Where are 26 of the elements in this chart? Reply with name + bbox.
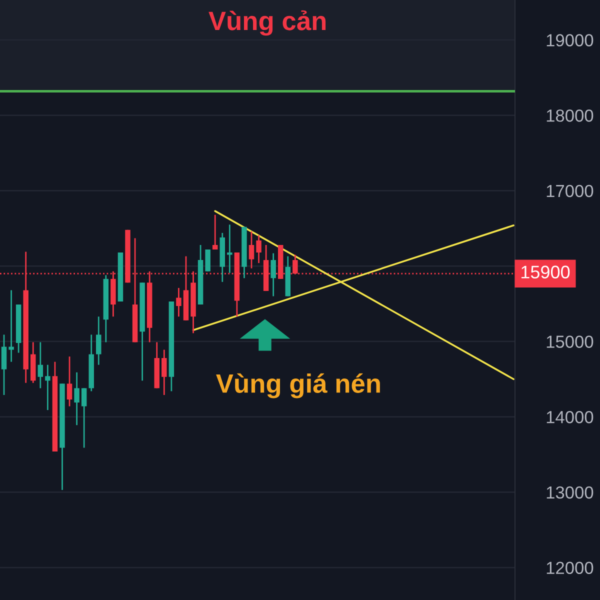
candlestick	[45, 364, 50, 411]
candlestick	[66, 356, 72, 407]
band-label: Vùng cản	[208, 10, 326, 36]
candlestick	[205, 248, 210, 272]
candlestick	[256, 234, 262, 264]
candlestick	[176, 287, 182, 318]
candlestick	[270, 252, 276, 297]
y-tick-label: 17000	[546, 184, 594, 198]
candlestick	[81, 387, 87, 448]
ref-line-label: 15900	[522, 266, 570, 278]
candlestick	[162, 349, 167, 396]
y-tick-label: 13000	[546, 486, 594, 499]
candlestick	[38, 342, 44, 389]
y-tick-label: 19000	[546, 34, 594, 46]
y-tick-label: 18000	[546, 109, 594, 122]
y-tick-label: 15000	[546, 336, 594, 348]
candlestick	[74, 372, 80, 426]
candlestick	[212, 214, 218, 250]
candlestick	[227, 224, 232, 274]
candlestick	[96, 316, 102, 366]
candlestick	[248, 230, 254, 270]
y-tick-label: 14000	[546, 411, 594, 424]
candlestick	[1, 334, 7, 396]
y-tick-label: 12000	[546, 562, 594, 574]
candlestick	[8, 290, 14, 363]
annotation: Vùng giá nén	[216, 373, 380, 398]
